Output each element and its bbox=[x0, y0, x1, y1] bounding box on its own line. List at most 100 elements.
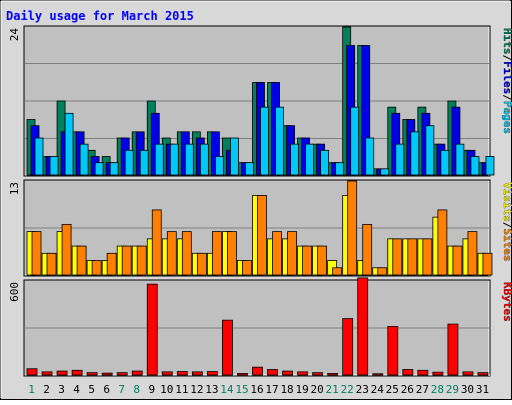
bar-sites-day-24 bbox=[377, 267, 388, 276]
bar-kbytes-day-29 bbox=[447, 323, 459, 376]
bar-kbytes-day-12 bbox=[191, 371, 203, 376]
x-tick-label-20: 20 bbox=[311, 383, 324, 396]
bar-sites-day-6 bbox=[106, 252, 117, 276]
x-tick-label-6: 6 bbox=[103, 383, 110, 396]
bar-sites-day-26 bbox=[407, 238, 418, 276]
x-tick-label-29: 29 bbox=[446, 383, 459, 396]
bar-kbytes-day-11 bbox=[176, 371, 188, 376]
bar-kbytes-day-30 bbox=[462, 371, 474, 376]
bar-kbytes-day-13 bbox=[206, 371, 218, 376]
bar-sites-day-1 bbox=[31, 231, 42, 276]
bar-kbytes-day-28 bbox=[432, 371, 444, 376]
bar-kbytes-day-4 bbox=[71, 369, 83, 376]
bar-sites-day-17 bbox=[272, 231, 282, 276]
bar-pages-day-4 bbox=[79, 143, 89, 176]
bar-kbytes-day-24 bbox=[372, 373, 384, 376]
x-tick-label-23: 23 bbox=[356, 383, 369, 396]
legend-item-sites: Sites bbox=[501, 228, 512, 261]
bar-pages-day-14 bbox=[230, 137, 239, 176]
bar-sites-day-10 bbox=[166, 231, 177, 276]
bar-sites-day-19 bbox=[302, 245, 312, 276]
bar-pages-day-19 bbox=[305, 143, 314, 176]
bar-pages-day-16 bbox=[260, 106, 269, 176]
bar-pages-day-3 bbox=[64, 112, 74, 176]
bar-sites-day-29 bbox=[452, 245, 463, 276]
legend-item-visits: Visits bbox=[501, 182, 512, 222]
bar-sites-day-22 bbox=[347, 180, 358, 276]
bar-pages-day-29 bbox=[455, 143, 465, 176]
bar-sites-day-30 bbox=[467, 231, 478, 276]
bar-pages-day-25 bbox=[395, 143, 405, 176]
bar-kbytes-day-1 bbox=[26, 368, 38, 376]
bar-kbytes-day-7 bbox=[116, 372, 128, 376]
x-tick-label-2: 2 bbox=[43, 383, 50, 396]
bar-kbytes-day-10 bbox=[161, 371, 173, 376]
bar-pages-day-20 bbox=[320, 149, 330, 176]
bar-pages-day-28 bbox=[440, 149, 450, 176]
legend-separator: / bbox=[501, 222, 512, 229]
x-tick-label-14: 14 bbox=[220, 383, 234, 396]
bar-sites-day-11 bbox=[181, 231, 192, 276]
bar-kbytes-day-2 bbox=[41, 371, 53, 376]
x-tick-label-10: 10 bbox=[160, 383, 173, 396]
legend-item-pages: Pages bbox=[501, 101, 512, 134]
x-tick-label-11: 11 bbox=[175, 383, 188, 396]
bar-pages-day-7 bbox=[124, 149, 134, 176]
chart-panel-2: 13 Visits/Sites bbox=[8, 179, 512, 277]
bar-kbytes-day-26 bbox=[402, 369, 414, 376]
bar-sites-day-12 bbox=[196, 252, 207, 276]
x-tick-label-30: 30 bbox=[461, 383, 474, 396]
bar-pages-day-30 bbox=[470, 156, 480, 176]
x-tick-label-7: 7 bbox=[118, 383, 125, 396]
bar-kbytes-day-5 bbox=[86, 372, 98, 376]
bar-pages-day-12 bbox=[199, 143, 209, 176]
bar-sites-day-20 bbox=[317, 245, 328, 276]
x-tick-label-4: 4 bbox=[73, 383, 80, 396]
bar-kbytes-day-22 bbox=[342, 318, 354, 376]
chart-panel-3: 600 KBytes bbox=[8, 277, 512, 377]
x-tick-label-9: 9 bbox=[148, 383, 155, 396]
x-tick-label-18: 18 bbox=[280, 383, 293, 396]
bar-kbytes-day-3 bbox=[56, 370, 68, 376]
chart-title: Daily usage for March 2015 bbox=[6, 9, 194, 23]
x-tick-label-5: 5 bbox=[88, 383, 95, 396]
legend-item-hits: Hits bbox=[501, 28, 512, 55]
bar-pages-day-1 bbox=[34, 137, 44, 176]
legend-separator: / bbox=[501, 94, 512, 101]
x-tick-label-28: 28 bbox=[431, 383, 444, 396]
y-axis-max-label: 13 bbox=[8, 182, 21, 195]
legend-3: KBytes bbox=[501, 282, 512, 322]
bar-sites-day-2 bbox=[46, 252, 57, 276]
bar-pages-day-31 bbox=[485, 156, 495, 176]
bar-kbytes-day-18 bbox=[282, 370, 293, 376]
bar-kbytes-day-27 bbox=[417, 369, 429, 376]
bar-pages-day-22 bbox=[350, 106, 360, 176]
bar-sites-day-16 bbox=[257, 195, 267, 276]
x-tick-label-22: 22 bbox=[341, 383, 354, 396]
bar-sites-day-8 bbox=[136, 245, 147, 276]
y-axis-max-label: 24 bbox=[8, 28, 21, 42]
bar-sites-day-21 bbox=[332, 267, 343, 276]
x-tick-label-21: 21 bbox=[326, 383, 339, 396]
x-tick-label-8: 8 bbox=[133, 383, 140, 396]
bar-sites-day-15 bbox=[242, 260, 252, 276]
bar-pages-day-18 bbox=[290, 143, 299, 176]
bar-sites-day-14 bbox=[227, 231, 237, 276]
bar-kbytes-day-8 bbox=[131, 370, 143, 376]
x-tick-label-17: 17 bbox=[265, 383, 278, 396]
bar-sites-day-18 bbox=[287, 231, 297, 276]
bar-sites-day-27 bbox=[422, 238, 433, 276]
bar-pages-day-21 bbox=[335, 162, 345, 176]
bar-sites-day-7 bbox=[121, 245, 132, 276]
x-tick-label-26: 26 bbox=[401, 383, 414, 396]
x-tick-label-19: 19 bbox=[295, 383, 308, 396]
bar-kbytes-day-21 bbox=[327, 373, 339, 376]
bar-kbytes-day-16 bbox=[252, 366, 263, 376]
bar-sites-day-4 bbox=[76, 245, 87, 276]
bar-pages-day-27 bbox=[425, 125, 435, 176]
bar-pages-day-8 bbox=[139, 149, 149, 176]
bar-kbytes-day-14 bbox=[222, 319, 233, 376]
chart-panels: 24Hits/Files/Pages13Visits/Sites600KByte… bbox=[8, 25, 512, 377]
bar-pages-day-24 bbox=[380, 168, 390, 176]
